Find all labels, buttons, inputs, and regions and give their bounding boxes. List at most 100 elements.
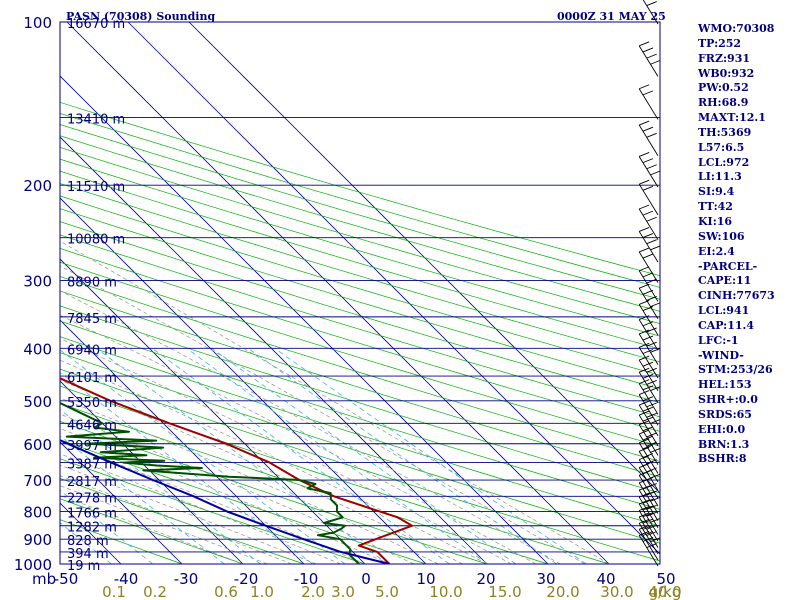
moist-adiabat-line bbox=[60, 428, 390, 564]
wind-barb-flag bbox=[639, 342, 650, 348]
height-level-label: 2817 m bbox=[67, 475, 117, 490]
dry-adiabat-line bbox=[60, 158, 660, 337]
index-lcl: LCL:972 bbox=[698, 155, 750, 169]
wind-barb bbox=[638, 41, 661, 77]
wind-barb bbox=[638, 342, 659, 379]
wind-barb-flag bbox=[650, 59, 661, 65]
moist-adiabat-line bbox=[60, 240, 610, 564]
wind-barb-flag bbox=[639, 266, 650, 272]
mixing-ratio-tick-label: g/kg bbox=[649, 583, 682, 600]
wind-barb-flag bbox=[650, 386, 661, 391]
height-level-label: 5350 m bbox=[67, 396, 117, 411]
mixing-ratio-tick-label: 30.0 bbox=[600, 583, 633, 600]
wind-barb-flag bbox=[646, 341, 657, 347]
wind-barb-flag bbox=[642, 498, 654, 504]
wind-barb-flag bbox=[642, 512, 654, 518]
wind-barb-staff bbox=[638, 414, 659, 446]
index-stm: STM:253/26 bbox=[698, 363, 773, 377]
plot-frame bbox=[59, 21, 661, 565]
dry-adiabat-line bbox=[60, 183, 660, 363]
chart-series bbox=[60, 377, 414, 564]
wind-barb-flag bbox=[642, 158, 654, 164]
wind-barb-flag bbox=[646, 132, 657, 138]
wind-barb bbox=[638, 152, 661, 188]
temperature-tick-label: 30 bbox=[536, 570, 555, 588]
index-parcel-heading: -PARCEL- bbox=[698, 259, 758, 273]
wind-barb-flag bbox=[639, 152, 650, 157]
height-level-label: 7845 m bbox=[67, 312, 117, 327]
dry-adiabat-line bbox=[60, 221, 660, 404]
wind-barb-flag bbox=[646, 543, 657, 549]
wind-barb-flag bbox=[642, 435, 654, 441]
index-li: LI:11.3 bbox=[698, 170, 742, 184]
pressure-tick-label: 800 bbox=[23, 503, 52, 521]
index-wb0: WB0:932 bbox=[698, 66, 755, 80]
wind-barb-staff bbox=[638, 535, 659, 567]
height-level-label: 394 m bbox=[67, 547, 109, 562]
wind-barb-flag bbox=[639, 524, 650, 530]
pressure-tick-label: 500 bbox=[23, 393, 52, 411]
wind-barb-flag bbox=[650, 245, 661, 251]
wind-barb-staff bbox=[638, 231, 659, 263]
dry-adiabat-line bbox=[60, 234, 660, 418]
index-tt: TT:42 bbox=[698, 200, 733, 214]
wind-barb-flag bbox=[642, 537, 654, 542]
index-brn: BRN:1.3 bbox=[698, 437, 750, 451]
wind-barb-flag bbox=[642, 210, 654, 216]
wind-barb-staff bbox=[638, 359, 659, 392]
wind-barb-flag bbox=[642, 47, 654, 53]
moist-adiabat-line bbox=[60, 397, 439, 564]
dewpoint-line bbox=[60, 401, 360, 564]
chart-grid bbox=[59, 21, 661, 565]
wind-barb-staff bbox=[638, 503, 659, 535]
dry-adiabat-line bbox=[60, 124, 660, 300]
wind-barb-staff bbox=[638, 451, 659, 483]
wind-barb-staff bbox=[638, 304, 659, 336]
dry-adiabat-line bbox=[60, 195, 660, 376]
wind-barb-flag bbox=[639, 179, 650, 185]
isotherm-line bbox=[60, 136, 488, 564]
wind-barb bbox=[638, 283, 661, 320]
wind-barb-flag bbox=[642, 321, 654, 327]
height-level-label: 2278 m bbox=[67, 491, 117, 506]
wind-barb-flag bbox=[650, 496, 661, 502]
mixing-ratio-tick-label: 10.0 bbox=[429, 583, 462, 600]
isotherm-line bbox=[60, 441, 183, 564]
wind-barb-staff bbox=[638, 183, 659, 216]
wind-barb-flag bbox=[646, 278, 657, 284]
index-th: TH:5369 bbox=[698, 125, 752, 139]
index-tp: TP:252 bbox=[698, 36, 742, 50]
pressure-tick-label: 900 bbox=[23, 531, 52, 549]
wind-barb-flag bbox=[646, 327, 657, 333]
wind-barb-staff bbox=[638, 333, 659, 365]
wind-barb-staff bbox=[638, 208, 659, 240]
wind-barb-flag bbox=[639, 367, 650, 373]
mixing-ratio-tick-label: 40.0 bbox=[648, 583, 681, 600]
wind-barb-staff bbox=[638, 251, 659, 283]
wind-barb-staff bbox=[638, 347, 659, 379]
wind-barb bbox=[638, 120, 659, 156]
wind-barb-flag bbox=[646, 524, 657, 530]
temperature-tick-label: 0 bbox=[361, 570, 371, 588]
height-level-label: 1766 m bbox=[67, 506, 117, 521]
height-level-label: 6940 m bbox=[67, 343, 117, 358]
height-level-label: 11510 m bbox=[67, 180, 125, 195]
wind-barb-flag bbox=[646, 483, 657, 489]
index-parcel-lcl: LCL:941 bbox=[698, 304, 750, 318]
wind-barb bbox=[638, 492, 659, 528]
index-cinh: CINH:77673 bbox=[698, 289, 775, 303]
index-wmo: WMO:70308 bbox=[698, 22, 775, 35]
mixing-ratio-tick-label: 0.6 bbox=[214, 583, 238, 600]
wind-barb-flag bbox=[650, 170, 661, 176]
dry-adiabat-line bbox=[60, 101, 660, 277]
wind-barb-flag bbox=[642, 505, 654, 511]
index-maxt: MAXT:12.1 bbox=[698, 111, 766, 125]
wind-barb-flag bbox=[642, 233, 654, 238]
wind-barb-flag bbox=[642, 524, 654, 530]
temperature-tick-label: -30 bbox=[174, 570, 199, 588]
wind-barb-flag bbox=[642, 253, 654, 259]
wind-barb-flag bbox=[642, 335, 654, 341]
temperature-tick-label: -10 bbox=[294, 570, 319, 588]
wind-barb-flag bbox=[650, 517, 661, 523]
isotherm-line bbox=[127, 22, 660, 555]
